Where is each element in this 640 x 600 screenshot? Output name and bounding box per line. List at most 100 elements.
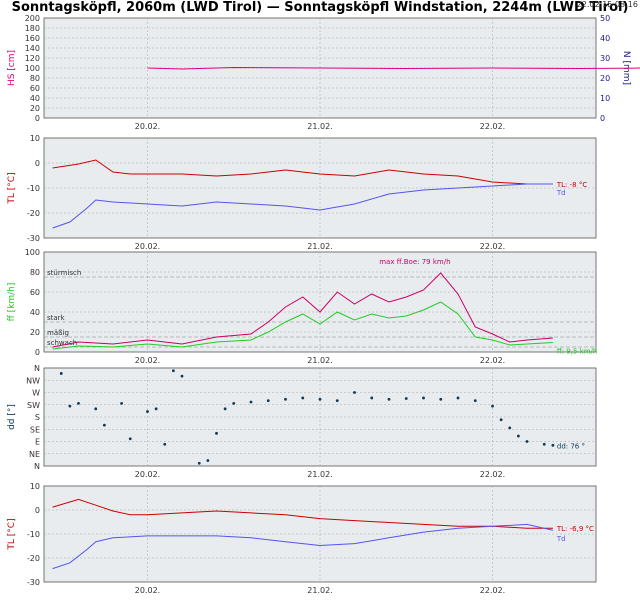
data-point (163, 442, 167, 446)
series-label: dd: 76 ° (557, 442, 585, 450)
y-tick-label: 100 (25, 64, 40, 73)
y-tick-label: 120 (25, 54, 40, 63)
data-point (353, 391, 356, 394)
x-tick-label: 20.02. (135, 122, 160, 131)
y-tick-label: 40 (30, 94, 40, 103)
x-tick-label: 22.02. (480, 242, 505, 251)
panel-2: -30 -20 -10 0 10 TL [°C] 20.02. 21.02. 22.02. TL:… (7, 134, 597, 251)
y-axis-label: ff [km/h] (7, 283, 17, 322)
series-label: TL: -6,9 °C (556, 525, 594, 533)
panel-5: -30 -20 -10 0 10 TL [°C] 20.02. 21.02. 22.02. TL:… (7, 482, 597, 595)
x-tick-label: 21.02. (307, 586, 332, 595)
data-point (499, 418, 503, 422)
y-tick-label: 20 (30, 104, 40, 113)
series-label: ff: 9,5 km/h (557, 348, 597, 356)
y-tick-label: S (35, 413, 40, 422)
y-tick-label: 160 (25, 34, 40, 43)
y2-tick-label: 40 (600, 34, 610, 43)
data-point (542, 442, 546, 446)
reference-label: stark (47, 314, 66, 322)
data-point (551, 443, 555, 447)
data-point (171, 369, 175, 373)
y2-tick-label: 50 (600, 14, 610, 23)
x-tick-label: 22.02. (480, 470, 505, 479)
x-tick-label: 21.02. (307, 122, 332, 131)
y-axis-label: dd [°] (7, 404, 17, 430)
y-tick-label: 0 (35, 348, 40, 357)
y-tick-label: -10 (27, 184, 40, 193)
data-point (318, 397, 322, 401)
data-point (525, 440, 529, 443)
y-tick-label: 0 (35, 159, 40, 168)
y2-tick-label: 0 (600, 114, 605, 123)
panel-3: 0 20 40 60 80 100 ff [km/h] 20.02. 21.02. 22.02. s… (7, 248, 597, 365)
data-point (335, 399, 339, 403)
x-tick-label: 20.02. (135, 242, 160, 251)
series-label: Td (556, 535, 566, 543)
reference-label: schwach (47, 339, 77, 347)
data-point (128, 437, 132, 441)
x-tick-label: 21.02. (307, 356, 332, 365)
x-tick-label: 20.02. (135, 356, 160, 365)
y-tick-label: 0 (35, 114, 40, 123)
data-point (215, 431, 218, 435)
x-tick-label: 21.02. (307, 242, 332, 251)
x-tick-label: 20.02. (135, 470, 160, 479)
y-tick-label: NE (29, 450, 40, 459)
x-tick-label: 22.02. (480, 586, 505, 595)
series-line-ff-boe (52, 272, 553, 348)
y-tick-label: SE (30, 425, 40, 434)
data-point (422, 396, 425, 400)
y-tick-label: 80 (30, 74, 40, 83)
series-label: TL: -8 °C (556, 181, 587, 189)
y-tick-label: -10 (27, 530, 40, 539)
reference-label: stürmisch (47, 269, 81, 277)
data-point (516, 434, 520, 438)
reference-label: mäßig (47, 329, 69, 337)
y-tick-label: 40 (30, 308, 40, 317)
series-label: max ff.Boe: 79 km/h (379, 258, 450, 266)
series-line-ff (52, 301, 553, 350)
data-point (249, 400, 253, 404)
data-point (94, 407, 98, 411)
y-tick-label: 200 (25, 14, 40, 23)
data-point (146, 410, 149, 413)
data-point (473, 399, 477, 403)
data-point (404, 397, 408, 400)
y2-tick-label: 20 (600, 74, 610, 83)
y-tick-label: N (34, 462, 40, 471)
data-point (180, 374, 184, 378)
data-point (266, 399, 270, 403)
y-tick-label: 0 (35, 506, 40, 515)
data-point (439, 397, 443, 401)
y-tick-label: W (32, 389, 40, 398)
series-line-td (52, 523, 554, 570)
data-point (232, 401, 236, 405)
data-point (456, 396, 460, 400)
series-line-hs (147, 66, 640, 70)
y-axis-label: TL [°C] (7, 518, 17, 550)
data-point (154, 407, 158, 411)
y-tick-label: -20 (27, 209, 40, 218)
data-point (102, 423, 106, 427)
y-tick-label: -30 (27, 234, 40, 243)
y-tick-label: 140 (25, 44, 40, 53)
data-point (284, 397, 287, 401)
timestamp: 22.02.15 08:16 (576, 0, 638, 9)
data-point (197, 461, 201, 465)
series-line-tl (52, 159, 553, 185)
y-axis-label: HS [cm] (7, 50, 17, 86)
data-point (370, 396, 374, 400)
data-point (77, 401, 80, 405)
y-tick-label: 80 (30, 268, 40, 277)
y-tick-label: 60 (30, 288, 40, 297)
y2-tick-label: 10 (600, 94, 610, 103)
y-tick-label: 20 (30, 328, 40, 337)
data-point (206, 459, 210, 462)
y-tick-label: 100 (25, 248, 40, 257)
data-point (301, 396, 305, 400)
series-line-tl (52, 498, 553, 529)
data-point (491, 404, 494, 408)
